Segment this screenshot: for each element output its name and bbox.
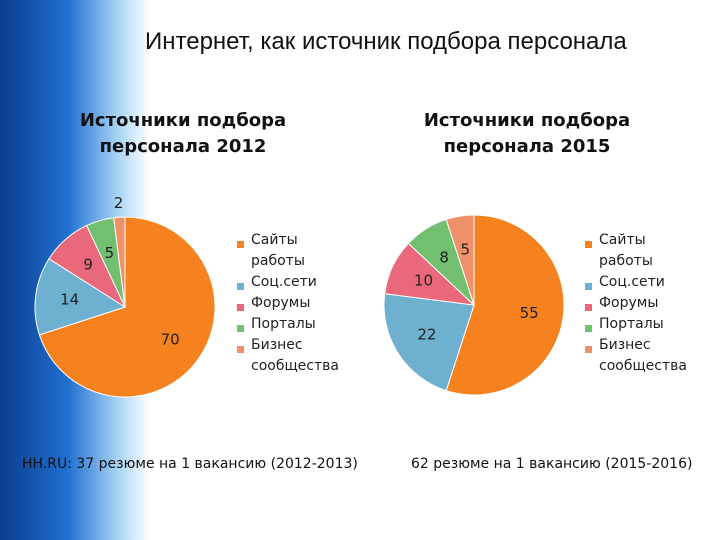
data-label: 70 <box>161 330 180 348</box>
legend-label: Форумы <box>251 295 311 311</box>
legend-swatch <box>237 325 244 332</box>
legend-swatch <box>237 304 244 311</box>
data-label: 5 <box>460 240 470 258</box>
legend-item: Бизнес сообщества <box>237 335 347 377</box>
legend-item: Бизнес сообщества <box>585 335 695 377</box>
legend-label: Порталы <box>251 316 316 332</box>
legend-label: Порталы <box>599 316 664 332</box>
legend-swatch <box>585 304 592 311</box>
data-label: 8 <box>439 248 449 266</box>
pie-slice <box>38 216 216 398</box>
legend-label: Соц.сети <box>251 274 317 290</box>
data-label: 55 <box>520 304 539 322</box>
legend-label: Сайты работы <box>251 232 305 269</box>
legend-label: Бизнес сообщества <box>251 337 339 374</box>
legend-swatch <box>237 283 244 290</box>
legend-swatch <box>585 346 592 353</box>
data-label: 22 <box>417 325 436 343</box>
legend-label: Форумы <box>599 295 659 311</box>
legend-label: Сайты работы <box>599 232 653 269</box>
legend: Сайты работы Соц.сети Форумы Порталы Бизнес … <box>585 230 695 377</box>
data-label: 9 <box>83 256 93 274</box>
legend-item: Сайты работы <box>585 230 695 272</box>
legend-item: Форумы <box>237 293 347 314</box>
legend-label: Соц.сети <box>599 274 665 290</box>
chart-title: Источники подбора персонала 2015 <box>423 110 631 157</box>
legend-item: Порталы <box>585 314 695 335</box>
legend-item: Форумы <box>585 293 695 314</box>
legend-item: Сайты работы <box>237 230 347 272</box>
data-label: 14 <box>60 291 79 309</box>
legend-swatch <box>237 241 244 248</box>
legend: Сайты работы Соц.сети Форумы Порталы Бизнес … <box>237 230 347 377</box>
chart-title: Источники подбора персонала 2012 <box>79 110 287 157</box>
legend-swatch <box>585 241 592 248</box>
legend-item: Порталы <box>237 314 347 335</box>
data-label: 5 <box>105 244 115 262</box>
slide-title: Интернет, как источник подбора персонала <box>145 28 627 55</box>
legend-swatch <box>585 325 592 332</box>
data-label: 10 <box>414 272 433 290</box>
data-label: 2 <box>114 194 124 212</box>
caption: 62 резюме на 1 вакансию (2015-2016) <box>411 456 693 472</box>
pie-slice <box>113 216 126 308</box>
legend-label: Бизнес сообщества <box>599 337 687 374</box>
legend-swatch <box>237 346 244 353</box>
pie-slice <box>34 258 127 336</box>
legend-item: Соц.сети <box>237 272 347 293</box>
pie-slice <box>445 214 565 396</box>
pie-slice <box>383 293 475 392</box>
legend-item: Соц.сети <box>585 272 695 293</box>
legend-swatch <box>585 283 592 290</box>
pie-chart: 55 22 10 8 5 <box>383 214 565 396</box>
caption: HH.RU: 37 резюме на 1 вакансию (2012-201… <box>22 456 358 472</box>
pie-slice <box>445 214 475 306</box>
